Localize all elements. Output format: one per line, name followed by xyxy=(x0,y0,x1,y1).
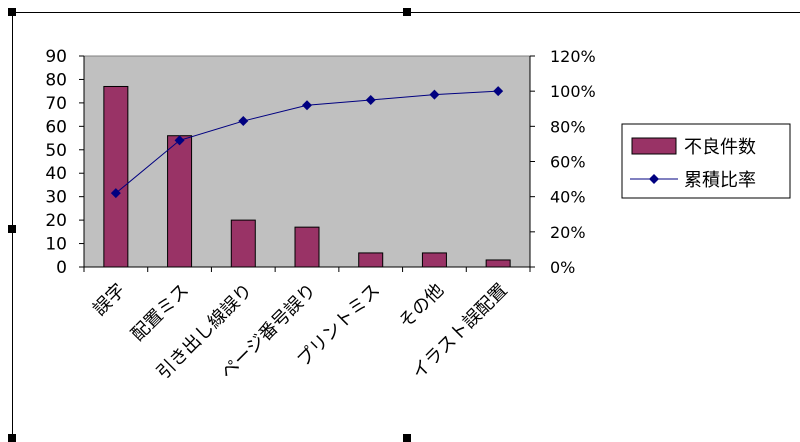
line-marker xyxy=(174,135,185,146)
category-label: その他 xyxy=(395,280,448,333)
legend-swatch-marker xyxy=(649,174,659,184)
line-marker xyxy=(302,100,312,111)
left-axis-tick-label: 40 xyxy=(45,164,67,184)
right-axis-tick-label: 120% xyxy=(550,47,596,66)
left-axis-tick-label: 80 xyxy=(45,70,67,90)
right-axis-tick-label: 0% xyxy=(550,258,575,277)
left-axis-tick-label: 60 xyxy=(45,117,67,137)
line-marker xyxy=(110,188,121,199)
left-axis-tick-label: 70 xyxy=(45,94,67,114)
left-axis-tick-label: 30 xyxy=(45,188,67,208)
left-axis-tick-label: 20 xyxy=(45,211,67,231)
left-axis-tick-label: 10 xyxy=(45,235,67,255)
right-axis-tick-label: 20% xyxy=(550,223,586,242)
legend xyxy=(621,123,791,199)
resize-handle-top-left[interactable] xyxy=(8,8,16,16)
legend-swatch-bar xyxy=(631,137,677,155)
bar xyxy=(485,259,511,268)
resize-handle-bottom-left[interactable] xyxy=(8,434,16,442)
category-label: 配置ミス xyxy=(127,280,193,346)
right-axis-tick-label: 80% xyxy=(550,117,586,136)
line-marker xyxy=(429,89,440,100)
resize-handle-top-middle[interactable] xyxy=(403,8,411,16)
legend-label-line: 累積比率 xyxy=(684,170,756,191)
bar xyxy=(103,85,129,268)
category-label: 誤字 xyxy=(89,280,129,320)
bar xyxy=(230,219,256,268)
right-axis-tick-label: 100% xyxy=(550,82,596,101)
bar xyxy=(167,135,193,268)
resize-handle-bottom-middle[interactable] xyxy=(403,434,411,442)
bar xyxy=(358,252,384,268)
bar xyxy=(294,226,320,268)
right-axis-tick-label: 40% xyxy=(550,188,586,207)
resize-handle-middle-left[interactable] xyxy=(8,225,16,233)
legend-label-bar: 不良件数 xyxy=(684,137,756,158)
bar xyxy=(421,252,447,268)
left-axis-tick-label: 0 xyxy=(56,258,67,278)
line-marker xyxy=(238,116,249,127)
line-marker xyxy=(493,86,504,97)
line-marker xyxy=(365,94,376,105)
left-axis-tick-label: 50 xyxy=(45,141,67,161)
right-axis-tick-label: 60% xyxy=(550,153,586,172)
left-axis-tick-label: 90 xyxy=(45,47,67,67)
